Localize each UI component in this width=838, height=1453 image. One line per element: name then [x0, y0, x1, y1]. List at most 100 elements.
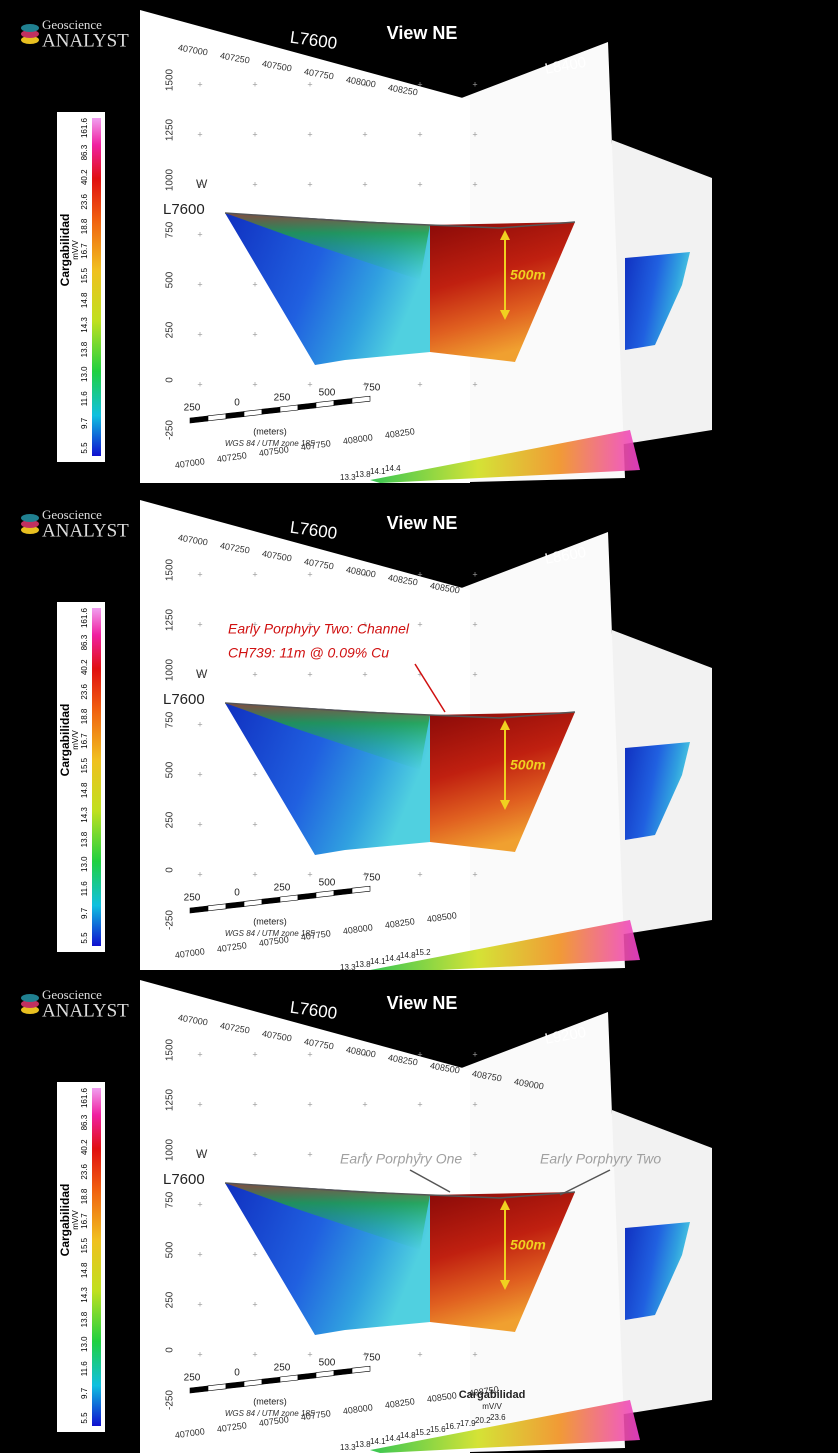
easting-bottom: 407000	[174, 946, 205, 960]
elevation-tick: 0	[165, 377, 176, 383]
bottom-scale-label: 14.1	[370, 467, 386, 476]
easting-bottom: 407250	[216, 450, 247, 464]
legend-label: 86.3	[80, 144, 89, 160]
scale-tick: 500	[319, 1358, 336, 1369]
legend-title: Cargabilidad	[58, 704, 72, 777]
legend-label: 16.7	[80, 243, 89, 259]
legend-label: 14.8	[80, 782, 89, 798]
easting-bottom: 407750	[300, 1408, 331, 1422]
grid-cross: +	[417, 1099, 422, 1109]
bottom-legend-unit: mV/V	[482, 1402, 502, 1411]
scale-segment	[351, 1365, 371, 1374]
bottom-colorbar	[370, 1400, 640, 1453]
scale-tick: 750	[364, 383, 381, 394]
elevation-tick: 250	[165, 321, 176, 338]
far-section	[625, 1222, 690, 1320]
elevation-tick: 500	[165, 761, 176, 778]
scale-unit: (meters)	[253, 916, 287, 926]
bottom-scale-label: 16.7	[445, 1422, 461, 1431]
arrow-head	[500, 800, 510, 810]
bottom-scale-label: 13.8	[355, 960, 371, 969]
grid-cross: +	[252, 769, 257, 779]
bottom-scale-label: 14.4	[385, 464, 401, 473]
logo-text: Geoscience	[42, 987, 102, 1002]
grid-cross: +	[197, 769, 202, 779]
section-red	[430, 222, 575, 362]
grid-cross: +	[252, 1049, 257, 1059]
elevation-tick: 250	[165, 1291, 176, 1308]
grid-cross: +	[472, 179, 477, 189]
grid-cross: +	[252, 379, 257, 389]
bottom-scale-label: 13.8	[355, 1440, 371, 1449]
grid-cross: +	[362, 1049, 367, 1059]
scale-segment	[351, 395, 371, 404]
scale-tick: 250	[274, 393, 291, 404]
grid-cross: +	[417, 379, 422, 389]
elevation-tick: 1500	[165, 68, 176, 91]
easting-bottom: 407750	[300, 438, 331, 452]
legend-label: 13.8	[80, 831, 89, 847]
legend-label: 11.6	[80, 391, 89, 407]
legend-label: 86.3	[80, 1114, 89, 1130]
elevation-tick: 1000	[165, 168, 176, 191]
legend-label: 161.6	[80, 1087, 89, 1108]
section-back-label: L9200	[543, 1024, 587, 1048]
bottom-scale-label: 23.6	[490, 1413, 506, 1422]
grid-cross: +	[307, 179, 312, 189]
grid-cross: +	[252, 1349, 257, 1359]
scale-unit: (meters)	[253, 426, 287, 436]
elevation-tick: 500	[165, 271, 176, 288]
section-back-label: L8600	[543, 544, 587, 568]
legend-title: Cargabilidad	[58, 1184, 72, 1257]
logo-disc	[21, 514, 39, 522]
bottom-scale-label: 13.3	[340, 473, 356, 482]
bottom-scale-label: 15.2	[415, 948, 431, 957]
logo-disc	[21, 30, 39, 38]
elevation-tick: 250	[165, 811, 176, 828]
grid-cross: +	[197, 129, 202, 139]
bottom-scale-label: 14.8	[400, 951, 416, 960]
grid-cross: +	[197, 1149, 202, 1159]
arrow-head	[500, 230, 510, 240]
projection: WGS 84 / UTM zone 18S	[225, 439, 316, 448]
legend-unit: mV/V	[71, 730, 80, 750]
bottom-scale-label: 14.1	[370, 957, 386, 966]
grid-cross: +	[197, 1099, 202, 1109]
grid-cross: +	[362, 1099, 367, 1109]
grid-cross: +	[252, 329, 257, 339]
grid-cross: +	[307, 869, 312, 879]
grid-cross: +	[472, 1049, 477, 1059]
far-section	[625, 252, 690, 350]
legend-bar	[92, 1088, 101, 1426]
legend-label: 14.8	[80, 1262, 89, 1278]
logo-text: Geoscience	[42, 17, 102, 32]
easting-bottom: 407500	[258, 934, 289, 948]
grid-cross: +	[252, 1249, 257, 1259]
grid-cross: +	[362, 1349, 367, 1359]
easting-bottom: 407000	[174, 456, 205, 470]
annotation-arrow	[409, 1169, 451, 1193]
grid-cross: +	[252, 569, 257, 579]
elevation-tick: 750	[165, 221, 176, 238]
elevation-tick: 0	[165, 1347, 176, 1353]
legend-label: 86.3	[80, 634, 89, 650]
easting-bottom: 408000	[342, 432, 373, 446]
easting-bottom: 407250	[216, 940, 247, 954]
grid-cross: +	[417, 569, 422, 579]
legend-label: 9.7	[80, 907, 89, 919]
grid-cross: +	[417, 1149, 422, 1159]
arrow-head	[500, 310, 510, 320]
grid-cross: +	[362, 619, 367, 629]
grid-cross: +	[362, 669, 367, 679]
section-top	[225, 1183, 430, 1250]
logo-disc	[21, 1000, 39, 1008]
elevation-tick: 1000	[165, 1138, 176, 1161]
grid-cross: +	[307, 1349, 312, 1359]
topography	[224, 1182, 576, 1199]
legend-bar	[92, 608, 101, 946]
view-label: View NE	[387, 23, 458, 43]
legend-unit: mV/V	[71, 1210, 80, 1230]
grid-cross: +	[197, 1299, 202, 1309]
easting-bottom: 408750	[468, 1384, 499, 1398]
grid-cross: +	[252, 619, 257, 629]
